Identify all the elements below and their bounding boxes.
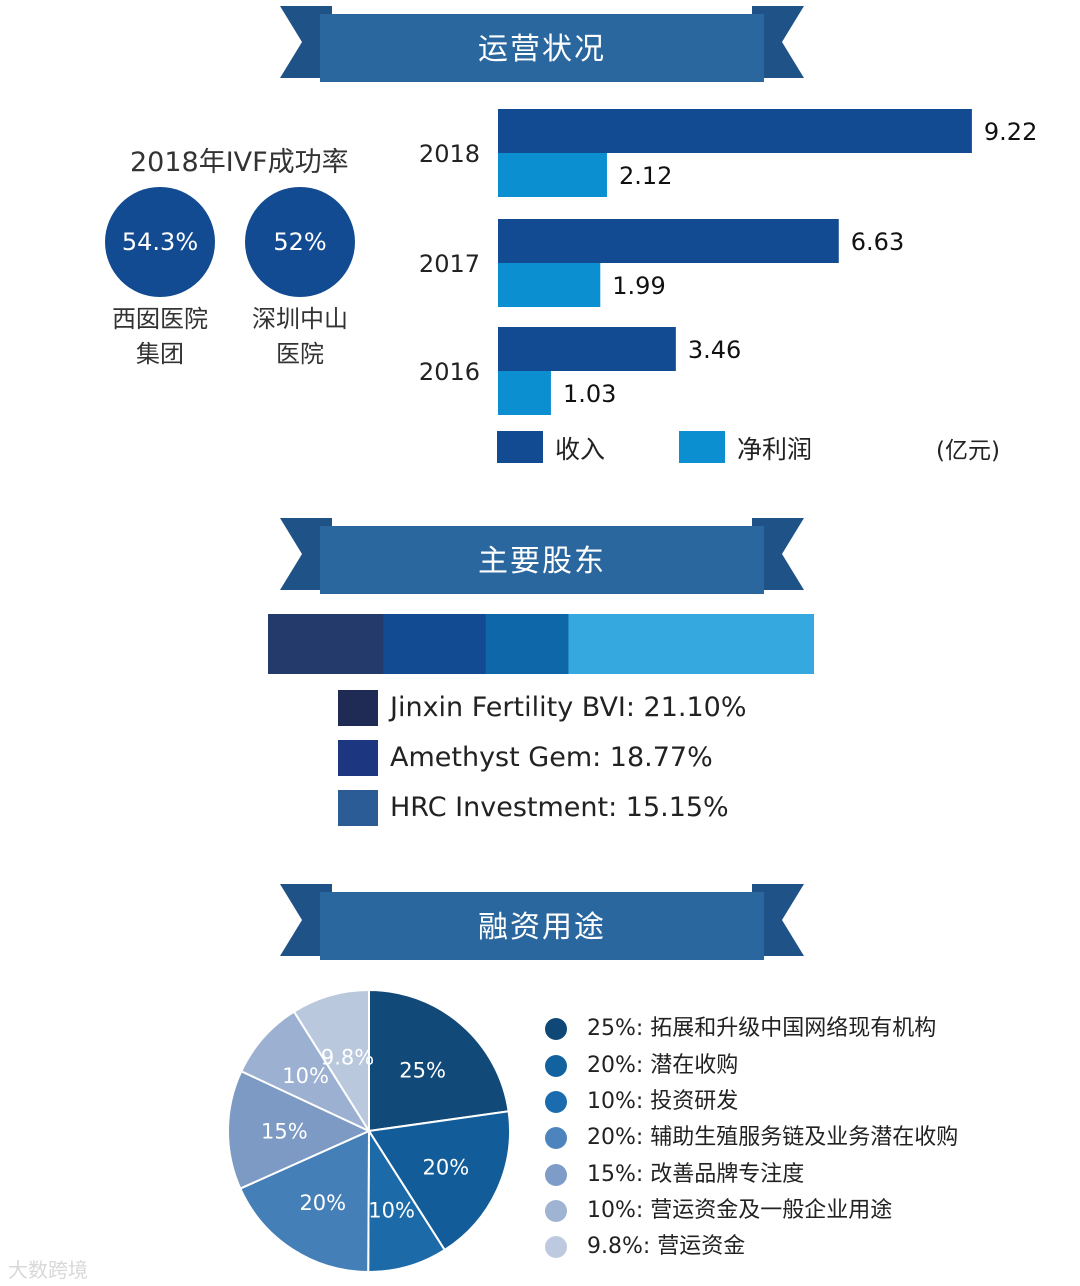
revenue-bar	[498, 109, 972, 153]
pie-legend-label: 20%: 辅助生殖服务链及业务潜在收购	[587, 1125, 959, 1150]
section-ribbon-shareholders: 主要股东	[280, 518, 804, 598]
pie-slice	[367, 1127, 447, 1273]
pie-legend-label: 9.8%: 营运资金	[587, 1234, 746, 1259]
ivf-rate-circle: 54.3%	[105, 187, 215, 297]
revenue-profit-chart: 2018 9.22 2.12 2017 6.63 1.99 2016 3.46 1.03	[400, 104, 1040, 438]
pie-slice	[239, 1010, 372, 1134]
legend-label-profit: 净利润	[737, 435, 813, 464]
ivf-rate-circle: 52%	[245, 187, 355, 297]
ribbon-shape	[280, 884, 804, 960]
pie-legend-label: 20%: 潜在收购	[587, 1053, 739, 1078]
pie-legend-dot	[545, 1164, 567, 1186]
ribbon-shape	[280, 518, 804, 594]
use-of-funds-pie: 25% 20% 10% 20% 15% 10% 9.8%	[226, 988, 512, 1278]
revenue-bar	[498, 327, 676, 371]
ribbon-body	[320, 526, 764, 594]
pie-slice-label: 20%	[299, 1191, 346, 1215]
bar-value-label: 3.46	[688, 336, 741, 364]
unit-label: (亿元)	[936, 438, 1000, 464]
profit-bar	[498, 263, 601, 307]
shareholder-label: HRC Investment: 15.15%	[390, 792, 729, 823]
pie-legend-dot	[545, 1091, 567, 1113]
ribbon-body	[320, 14, 764, 82]
pie-slice	[368, 988, 510, 1133]
pie-slice	[292, 988, 370, 1135]
section-ribbon-operations: 运营状况	[280, 6, 804, 86]
pie-legend-label: 10%: 营运资金及一般企业用途	[587, 1198, 893, 1223]
ivf-title: 2018年IVF成功率	[130, 147, 349, 178]
category-label: 2017	[419, 250, 480, 278]
section-title-operations: 运营状况	[478, 32, 606, 67]
pie-slice-label: 10%	[368, 1199, 415, 1223]
pie-slice	[238, 1129, 371, 1274]
ribbon-tail-right	[752, 884, 804, 956]
legend-swatch-profit	[679, 431, 725, 463]
bar-chart-svg: 2018 9.22 2.12 2017 6.63 1.99 2016 3.46 1.03	[419, 109, 1037, 415]
profit-bar	[498, 371, 551, 415]
pie-slice-label: 10%	[282, 1064, 329, 1088]
shareholder-swatch	[338, 790, 378, 826]
revenue-bar	[498, 219, 839, 263]
ribbon-tail-right	[752, 6, 804, 78]
bar-value-label: 1.99	[612, 272, 665, 300]
pie-slice-label: 15%	[261, 1119, 308, 1143]
section-ribbon-funds: 融资用途	[280, 884, 804, 964]
shareholder-label: Jinxin Fertility BVI: 21.10%	[390, 692, 747, 723]
shareholder-swatch	[338, 690, 378, 726]
pie-legend-label: 10%: 投资研发	[587, 1089, 739, 1114]
pie-slice	[227, 1069, 372, 1190]
ivf-hospital-name: 深圳中山 医院	[252, 305, 348, 368]
pie-legend-dot	[545, 1200, 567, 1222]
pie-svg: 25%20%10%20%15%10%9.8%	[227, 988, 511, 1274]
shareholder-segment	[383, 614, 487, 674]
bar-value-label: 1.03	[563, 380, 616, 408]
legend-swatch-revenue	[497, 431, 543, 463]
category-label: 2018	[419, 140, 480, 168]
ribbon-tail-right	[752, 518, 804, 590]
pie-legend-dot	[545, 1055, 567, 1077]
ivf-hospital-name: 西囡医院 集团	[112, 305, 208, 368]
shareholder-segment	[268, 614, 384, 674]
shareholder-segment	[485, 614, 569, 674]
watermark: 大数跨境	[8, 1258, 88, 1282]
pie-legend-dot	[545, 1127, 567, 1149]
ribbon-body	[320, 892, 764, 960]
pie-legend-dot	[545, 1236, 567, 1258]
ribbon-tail-left	[280, 518, 332, 590]
pie-slice-label: 9.8%	[321, 1045, 374, 1069]
legend-label-revenue: 收入	[555, 435, 606, 464]
pie-slice-label: 20%	[422, 1155, 469, 1179]
shareholder-segment	[568, 614, 815, 674]
pie-legend-label: 25%: 拓展和升级中国网络现有机构	[587, 1016, 937, 1041]
section-title-funds: 融资用途	[478, 910, 606, 945]
shareholder-bar	[268, 614, 815, 678]
shareholder-label: Amethyst Gem: 18.77%	[390, 742, 713, 773]
pie-slice-label: 25%	[399, 1058, 446, 1082]
bar-value-label: 6.63	[851, 228, 904, 256]
shareholder-swatch	[338, 740, 378, 776]
pie-legend-label: 15%: 改善品牌专注度	[587, 1162, 805, 1187]
pie-legend-dot	[545, 1018, 567, 1040]
profit-bar	[498, 153, 607, 197]
category-label: 2016	[419, 358, 480, 386]
bar-value-label: 9.22	[984, 118, 1037, 146]
ribbon-shape	[280, 6, 804, 82]
shareholder-bar-svg	[268, 614, 815, 674]
bar-value-label: 2.12	[619, 162, 672, 190]
section-title-shareholders: 主要股东	[478, 544, 606, 579]
ribbon-tail-left	[280, 6, 332, 78]
pie-slice	[367, 1110, 511, 1252]
ribbon-tail-left	[280, 884, 332, 956]
